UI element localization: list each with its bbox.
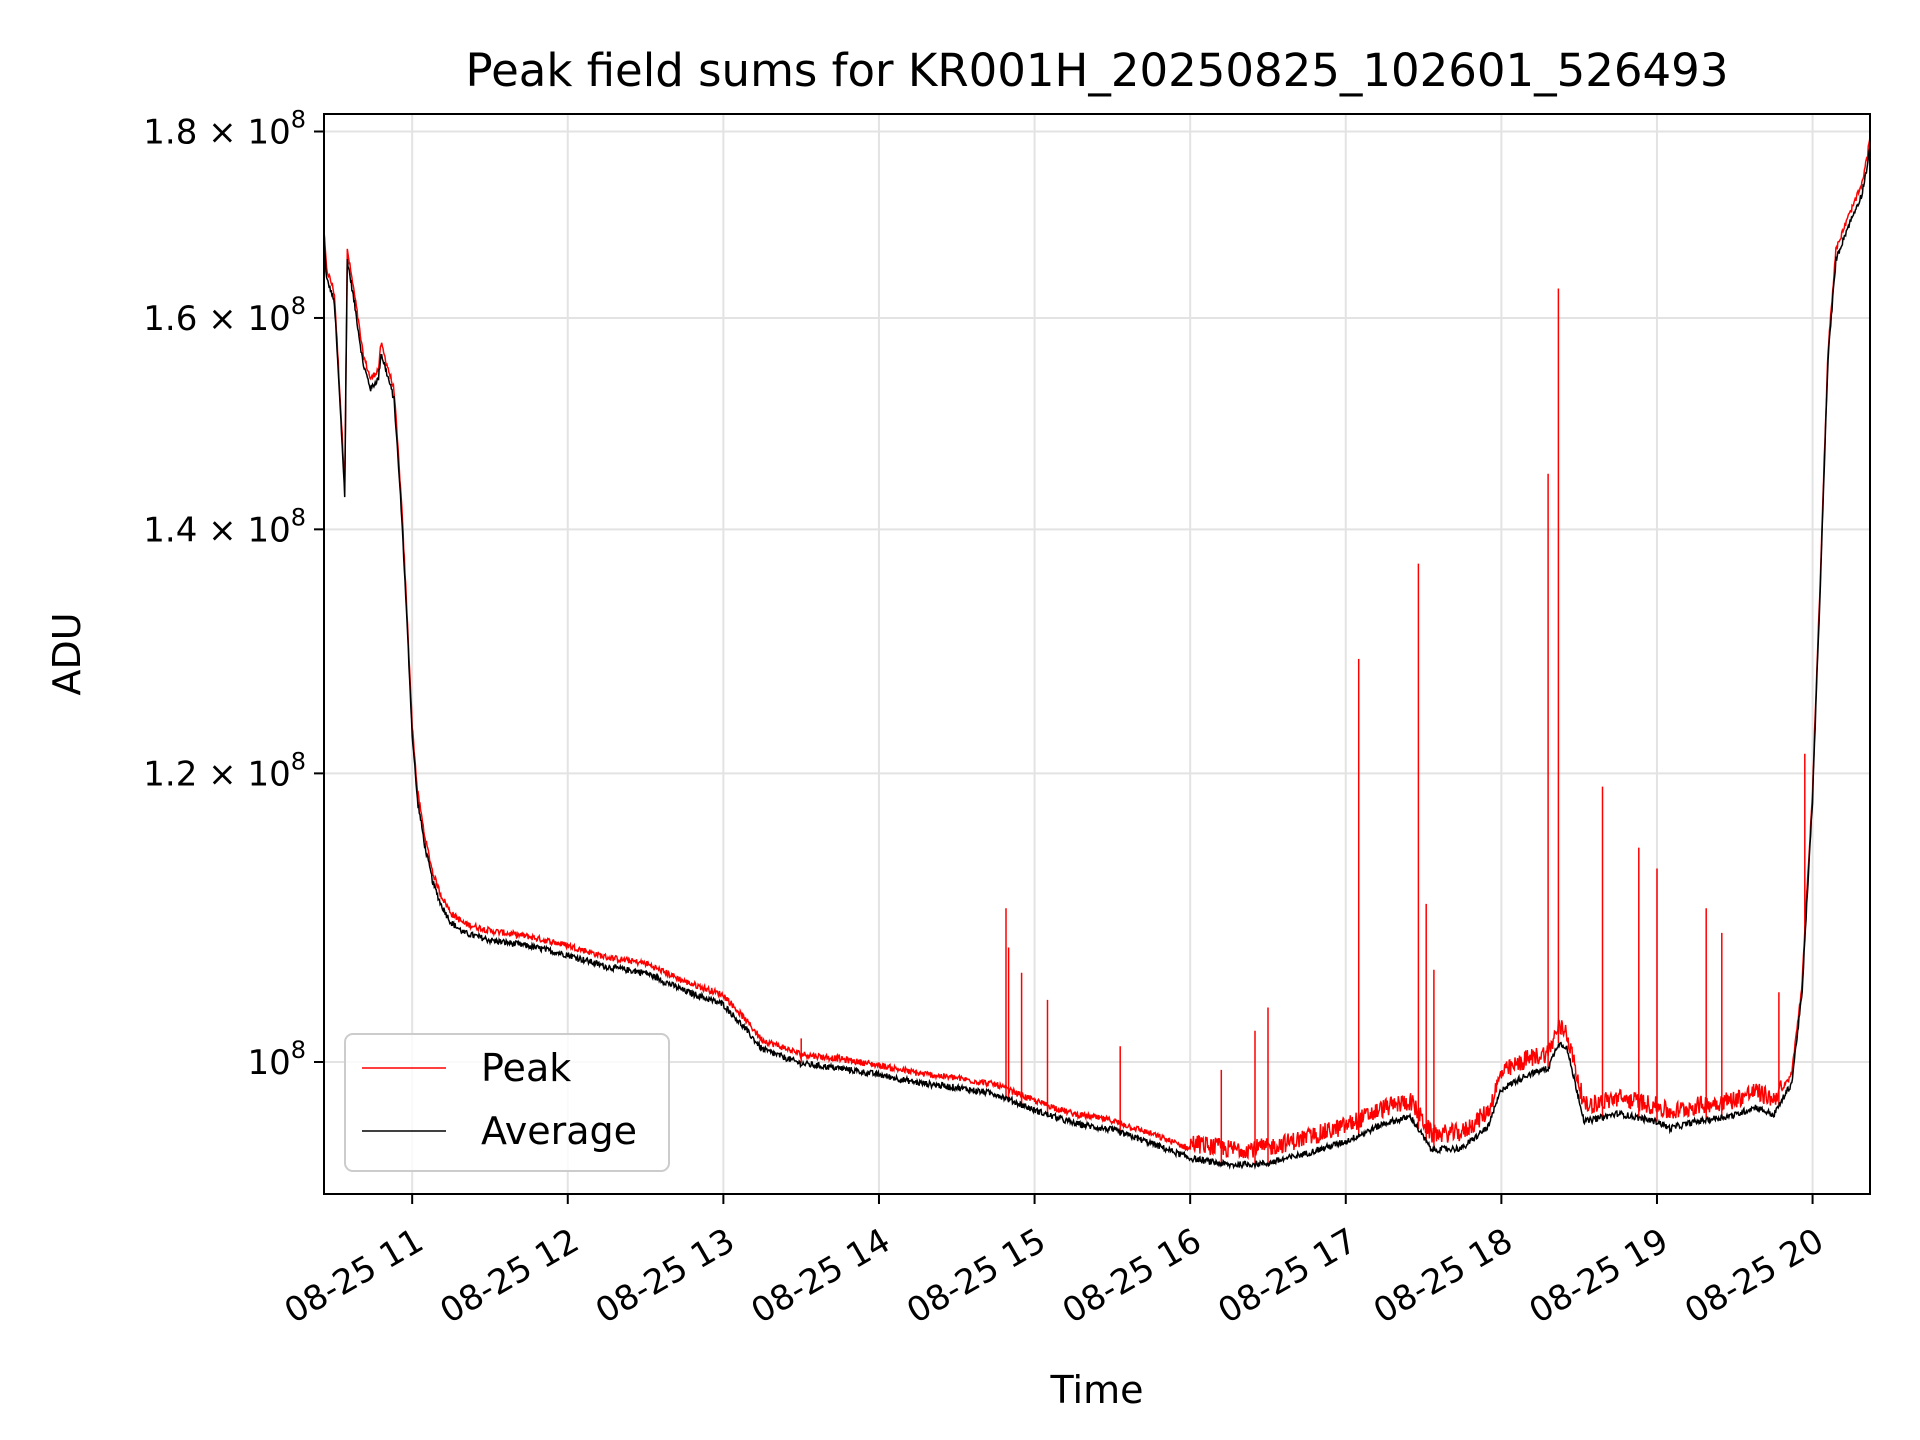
plot-area bbox=[324, 132, 1870, 1170]
series-line-average bbox=[324, 138, 1870, 1170]
series-line-peak bbox=[324, 132, 1870, 1161]
legend-label-peak: Peak bbox=[481, 1046, 571, 1090]
plot-frame bbox=[323, 113, 1871, 1195]
chart-title: Peak field sums for KR001H_20250825_1026… bbox=[466, 44, 1729, 97]
y-axis: 108 1.2 × 108 1.4 × 108 1.6 × 108 1.8 × 108 bbox=[143, 105, 324, 1083]
y-tick-label: 108 bbox=[247, 1036, 306, 1083]
y-tick-label: 1.4 × 108 bbox=[143, 503, 306, 550]
y-axis-label: ADU bbox=[45, 612, 89, 695]
series-peak-spikes bbox=[800, 288, 1806, 1164]
y-tick-label: 1.8 × 108 bbox=[143, 105, 306, 152]
legend-label-average: Average bbox=[481, 1109, 637, 1153]
y-tick-label: 1.2 × 108 bbox=[143, 747, 306, 794]
y-tick-label: 1.6 × 108 bbox=[143, 292, 306, 339]
legend: Peak Average bbox=[344, 1033, 670, 1172]
series-lines bbox=[324, 132, 1870, 1170]
x-axis-label: Time bbox=[1050, 1368, 1144, 1412]
